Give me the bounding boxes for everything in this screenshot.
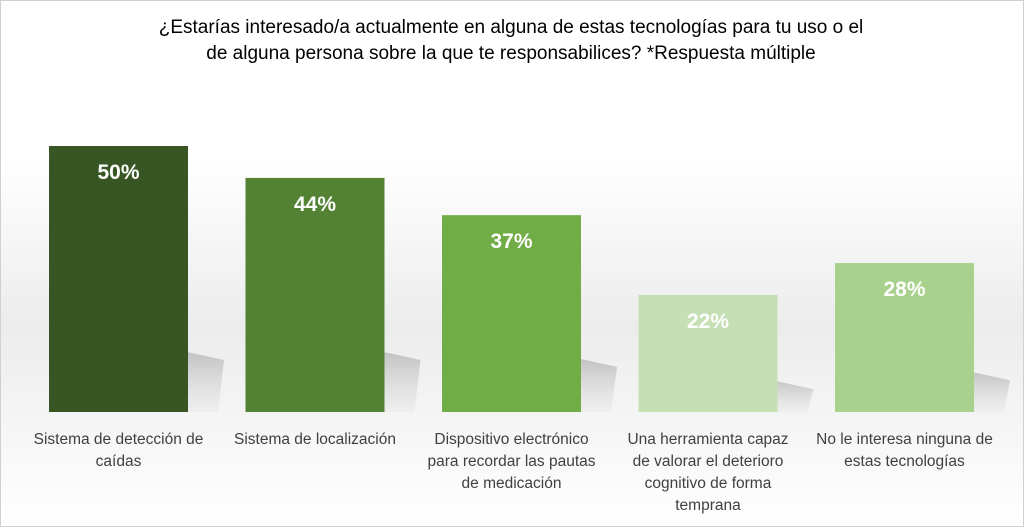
data-labels-group: 50% 44% 37% 22% 28% xyxy=(97,161,925,333)
chart-title-line-1: ¿Estarías interesado/a actualmente en al… xyxy=(158,17,864,38)
bar xyxy=(245,177,385,412)
data-label: 28% xyxy=(883,278,925,301)
data-label: 22% xyxy=(687,310,729,333)
category-labels-group: Sistema de detección de caídas Sistema de … xyxy=(34,431,993,514)
bar xyxy=(49,146,188,412)
bar xyxy=(442,215,581,412)
category-label: Sistema de localización xyxy=(234,431,396,448)
bar xyxy=(835,263,974,412)
data-label: 37% xyxy=(490,230,532,253)
bar xyxy=(638,294,778,412)
category-label: No le interesa ninguna de estas tecnologí… xyxy=(816,431,993,470)
bars-group xyxy=(49,146,974,412)
data-label: 50% xyxy=(97,161,139,184)
chart-title: ¿Estarías interesado/a actualmente en al… xyxy=(61,15,961,67)
category-label: Dispositivo electrónico para recordar las… xyxy=(427,431,595,492)
category-label: Sistema de detección de caídas xyxy=(34,431,204,470)
chart-title-line-2: de alguna persona sobre la que te respon… xyxy=(206,43,816,64)
category-label: Una herramienta capaz de valorar el deter… xyxy=(627,431,788,514)
data-label: 44% xyxy=(294,193,336,216)
